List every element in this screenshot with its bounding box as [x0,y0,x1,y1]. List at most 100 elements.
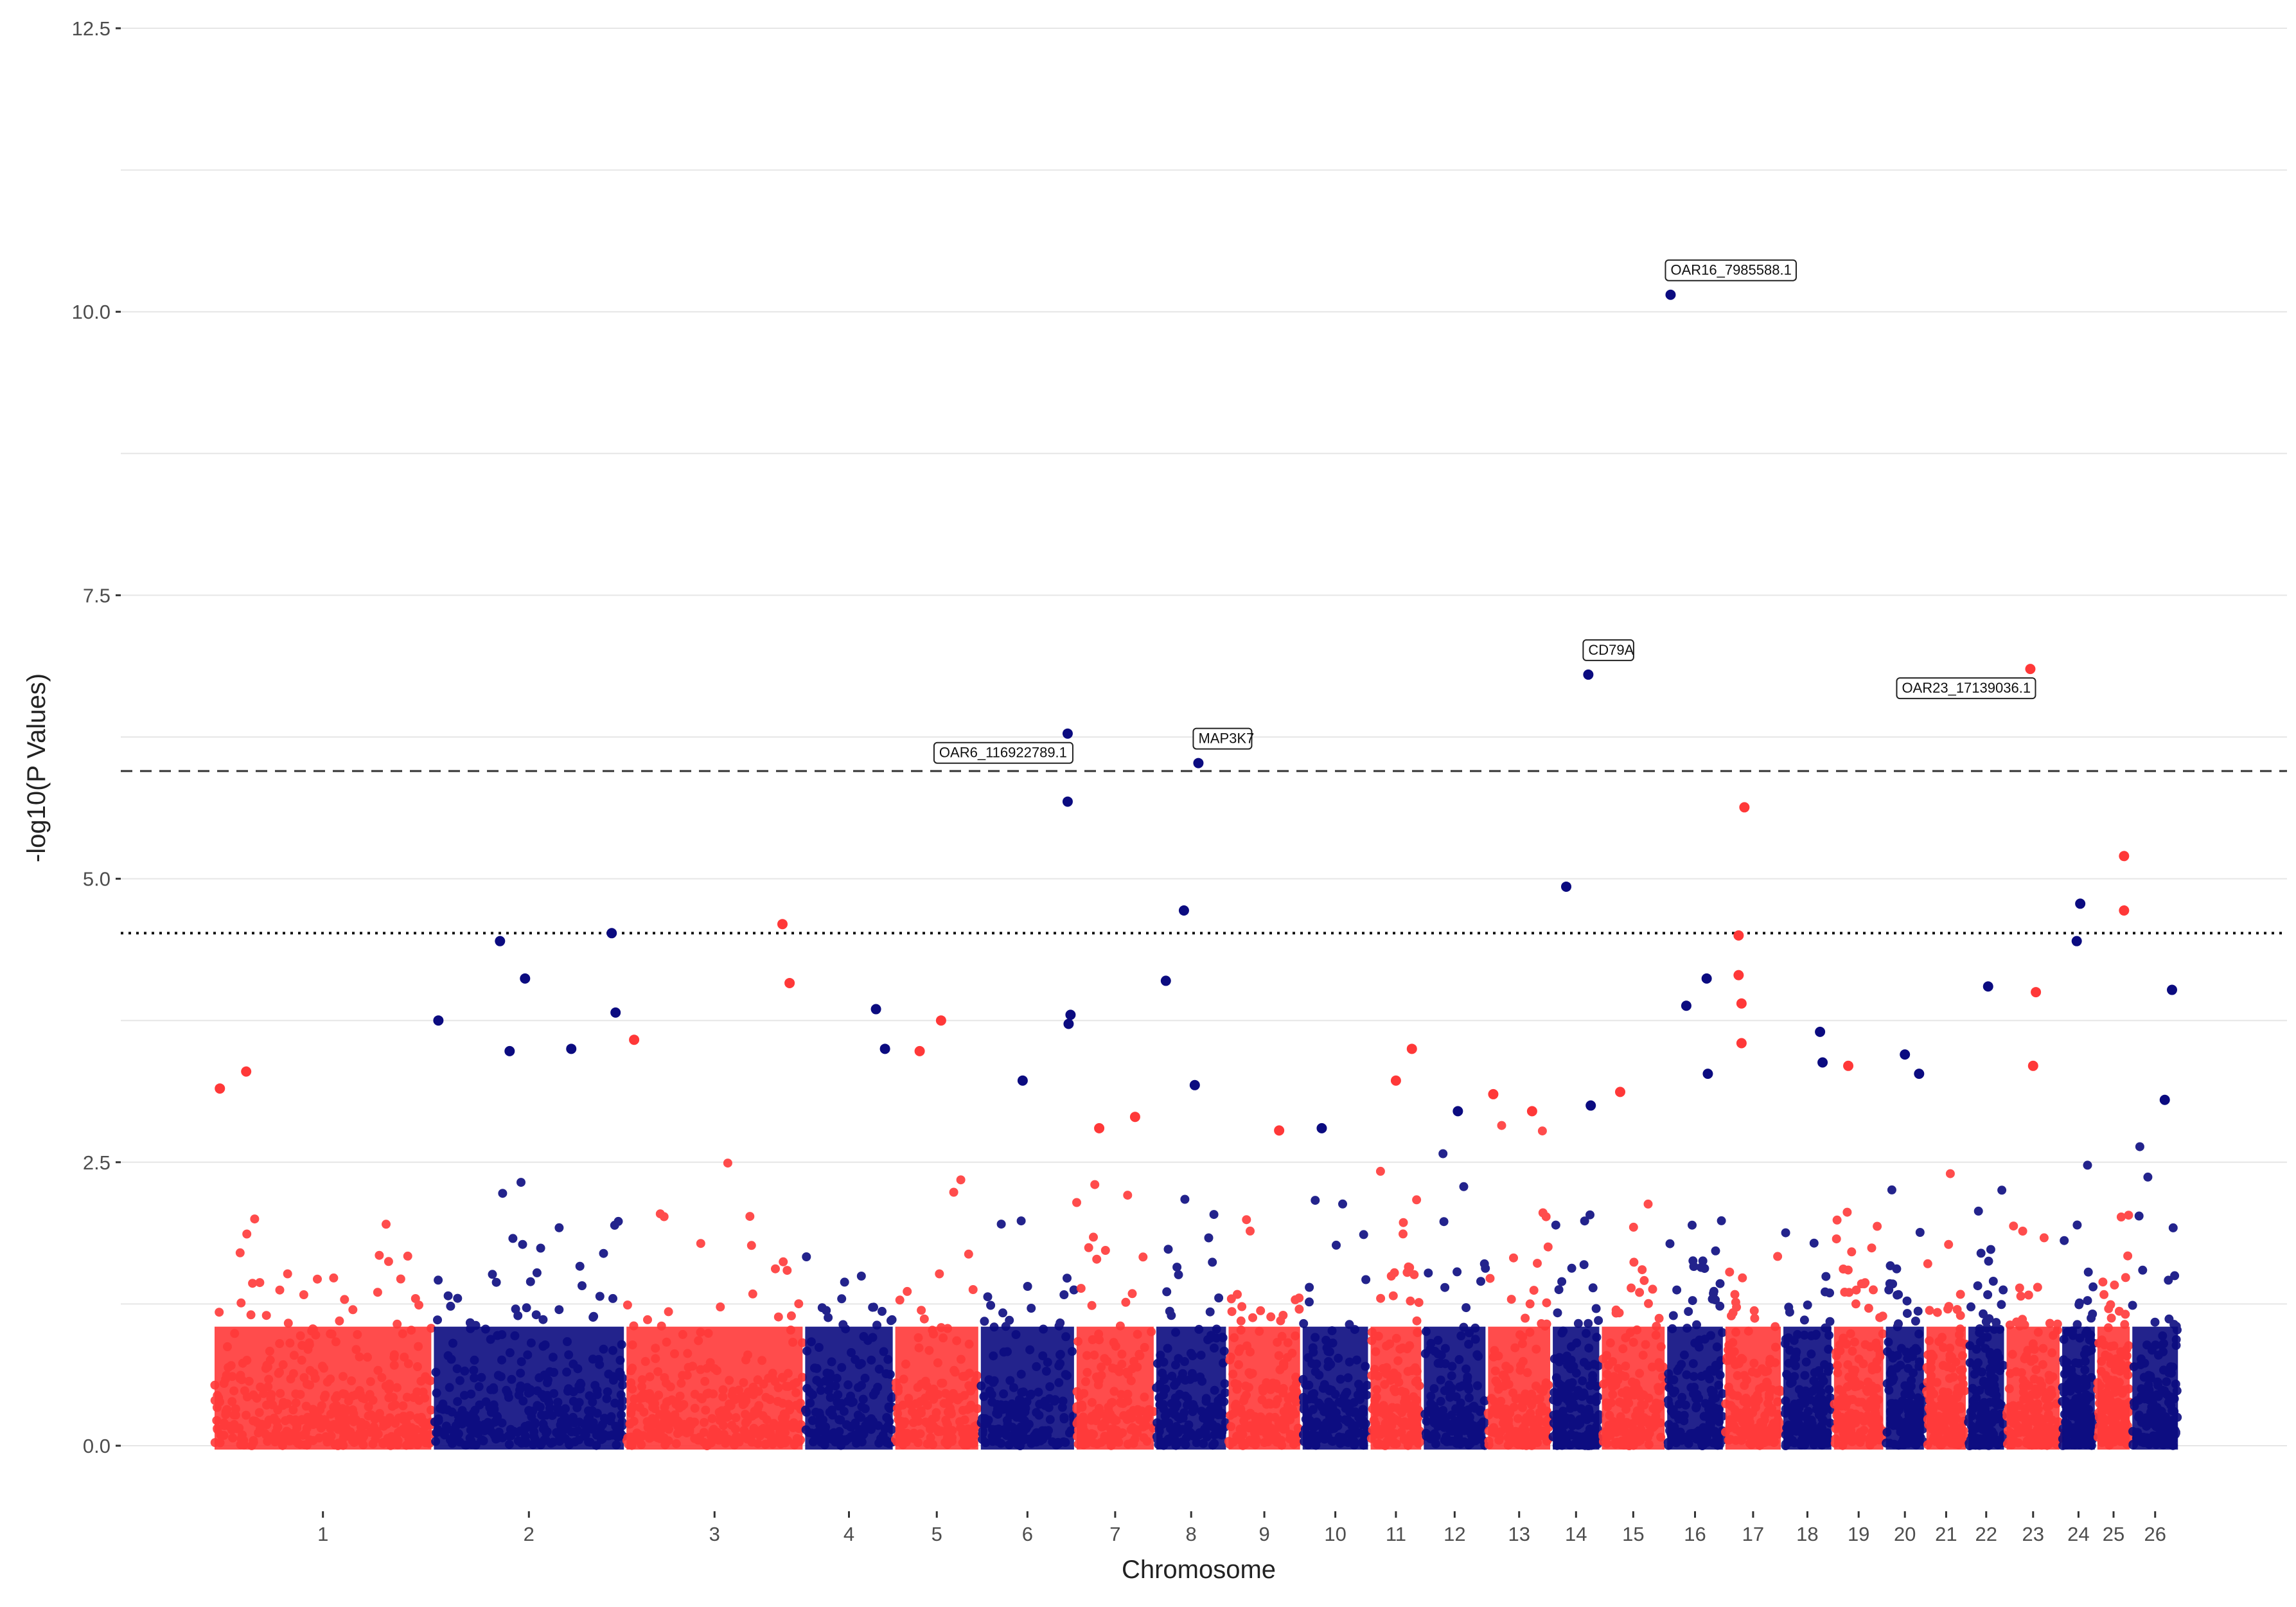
snp-point [1017,1075,1028,1086]
x-tick-label: 4 [843,1523,854,1545]
x-tick-label: 25 [2103,1523,2124,1545]
snp-point [566,1043,577,1054]
snp-label: MAP3K7 [1192,727,1254,750]
snp-point [1665,289,1676,300]
snp-point [914,1045,925,1056]
chromosome-2-points [430,1178,628,1450]
chromosome-6-scatter [976,1216,1079,1450]
chromosome-22-scatter [1964,1185,2009,1450]
chromosome-9-points [1224,1215,1304,1450]
snp-point [1453,1106,1463,1117]
snp-point [2031,987,2042,998]
chromosome-7-scatter [1072,1180,1158,1450]
chromosome-13-scatter [1483,1121,1553,1450]
x-tick-label: 1 [317,1523,328,1545]
chromosome-8-scatter [1152,1194,1230,1450]
x-tick-label: 21 [1935,1523,1957,1545]
x-tick-label: 18 [1796,1523,1818,1545]
snp-point [1615,1087,1626,1097]
snp-point [1900,1049,1911,1060]
snp-point [215,1083,225,1094]
snp-point [1733,930,1744,941]
snp-annotations: OAR6_116922789.1 MAP3K7 CD79A OAR16_7985588… [933,259,2036,764]
snp-point [1062,796,1073,807]
chromosome-6-points [976,1216,1079,1450]
x-tick-label: 19 [1848,1523,1869,1545]
chromosome-23-points [2002,1221,2064,1450]
snp-point [2071,936,2082,946]
chromosome-3-scatter [622,1159,807,1450]
y-axis-title: -log10(P Values) [22,673,51,862]
chromosome-24-points [2058,1160,2099,1450]
x-tick-label: 20 [1894,1523,1916,1545]
data-points [210,1121,2182,1450]
snp-point [1681,1000,1691,1011]
chromosome-20-points [1882,1185,1929,1450]
snp-point [2119,851,2130,862]
snp-point [1583,669,1594,680]
x-axis: 1 2 3 4 5 6 7 8 9 10 11 12 13 14 15 16 17 18 19 20 21 22 23 24 2… [317,1511,2166,1545]
x-tick-label: 22 [1975,1523,1997,1545]
chromosome-16-points [1663,1216,1727,1450]
chromosome-5-scatter [890,1175,982,1450]
snp-point [1702,1069,1713,1079]
chromosome-17-scatter [1721,1252,1785,1450]
chromosome-12-points [1420,1149,1490,1450]
snp-point [1406,1043,1417,1054]
snp-label-box [1192,727,1253,750]
snp-point [1065,1009,1076,1020]
chromosome-1-scatter [210,1214,436,1450]
y-tick-label: 12.5 [72,17,110,40]
x-tick-label: 8 [1186,1523,1197,1545]
snp-point [1815,1026,1826,1037]
snp-label-text: OAR23_17139036.1 [1902,680,2031,696]
x-tick-label: 17 [1742,1523,1764,1545]
snp-point [629,1034,640,1045]
chromosome-21-scatter [1922,1169,1970,1450]
snp-point [433,1015,444,1026]
x-tick-label: 11 [1386,1523,1406,1545]
snp-label: OAR6_116922789.1 [933,741,1073,764]
chromosome-26-points [2128,1142,2182,1450]
snp-point [504,1045,515,1056]
x-tick-label: 7 [1109,1523,1120,1545]
chromosome-9-scatter [1224,1215,1304,1450]
snp-point [1736,1038,1747,1049]
x-tick-label: 9 [1258,1523,1269,1545]
snp-point [1488,1088,1499,1099]
x-tick-label: 16 [1684,1523,1706,1545]
chromosome-10-scatter [1298,1196,1372,1450]
snp-label-text: OAR6_116922789.1 [939,745,1067,761]
snp-label: CD79A [1582,639,1634,661]
snp-point [1193,758,1204,768]
snp-label-box [933,741,1073,764]
x-tick-label: 26 [2144,1523,2166,1545]
snp-point [1526,1106,1537,1117]
y-tick-label: 0.0 [83,1435,110,1457]
snp-point [1983,981,1993,992]
chromosome-23-scatter [2002,1221,2064,1450]
snp-point [606,928,617,939]
y-tick-label: 10.0 [72,301,110,323]
snp-point [2119,905,2130,916]
snp-point [610,1007,621,1018]
snp-point [2027,1060,2038,1071]
snp-point [1585,1100,1596,1111]
chromosome-12-scatter [1420,1149,1490,1450]
snp-label-text: OAR16_7985588.1 [1670,262,1791,278]
snp-point [784,977,795,988]
chromosome-16-scatter [1663,1216,1727,1450]
snp-point [1160,975,1171,986]
x-tick-label: 10 [1324,1523,1346,1545]
chromosome-7-points [1072,1180,1158,1450]
snp-point [777,919,788,930]
snp-point [241,1066,252,1077]
chromosome-14-points [1548,1210,1604,1450]
snp-point [1316,1123,1327,1133]
snp-point [2025,664,2036,675]
chromosome-5-points [890,1175,982,1450]
chromosome-4-scatter [800,1252,897,1450]
notable-points [215,289,2177,1136]
chromosome-18-points [1780,1228,1836,1450]
